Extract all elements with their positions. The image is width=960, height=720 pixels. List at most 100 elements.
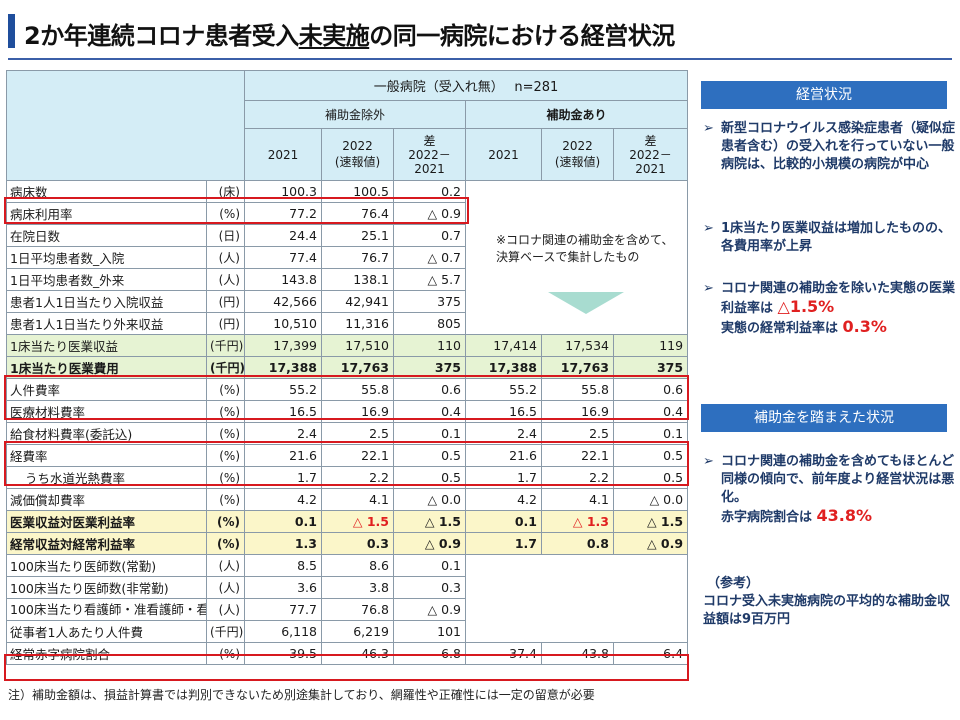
cell-value-incl: 1.7 <box>465 532 542 555</box>
cell-value: 1.3 <box>244 532 322 555</box>
cell-value: 42,566 <box>244 290 322 313</box>
row-label: 患者1人1日当たり入院収益 <box>6 290 207 313</box>
row-label: 100床当たり医師数(常勤) <box>6 554 207 577</box>
col-header-2022: 2022 (速報値) <box>321 128 394 181</box>
cell-value: 3.8 <box>321 576 394 599</box>
cell-value: 55.8 <box>321 378 394 401</box>
row-label: 経常収益対経常利益率 <box>6 532 207 555</box>
cell-value: 11,316 <box>321 312 394 335</box>
reference-body: コロナ受入未実施病院の平均的な補助金収益額は9百万円 <box>703 594 951 627</box>
row-label: 100床当たり医師数(非常勤) <box>6 576 207 599</box>
cell-value: 76.8 <box>321 598 394 621</box>
row-unit: (%) <box>206 510 245 533</box>
cell-value: 42,941 <box>321 290 394 313</box>
cell-value-incl: 2.5 <box>541 422 614 445</box>
table-row: 100床当たり看護師・准看護師・看護補助者(人)77.776.8△ 0.9 <box>6 598 688 621</box>
cell-value: 17,763 <box>321 356 394 379</box>
cell-value: △ 1.5 <box>321 510 394 533</box>
cell-value: 100.5 <box>321 180 394 203</box>
cell-value-incl: 17,534 <box>541 334 614 357</box>
cell-value: 0.1 <box>393 422 466 445</box>
row-label: 患者1人1日当たり外来収益 <box>6 312 207 335</box>
cell-value: 16.5 <box>244 400 322 423</box>
col-header-2021: 2021 <box>244 128 322 181</box>
cell-value-incl: 375 <box>612 356 689 379</box>
arrow-bullet-icon: ➢ <box>703 121 714 136</box>
row-unit: (%) <box>206 202 245 225</box>
cell-value-incl: 2.4 <box>465 422 542 445</box>
cell-value-incl: 1.7 <box>465 466 542 489</box>
arrow-bullet-icon: ➢ <box>703 454 714 469</box>
row-unit: (%) <box>206 532 245 555</box>
row-label: 医業収益対医業利益率 <box>6 510 207 533</box>
cell-value: 17,388 <box>244 356 322 379</box>
sub-header-included: 補助金あり <box>464 100 689 129</box>
cell-value: 3.6 <box>244 576 322 599</box>
row-label: 従事者1人あたり人件費 <box>6 620 207 643</box>
table-row: 医業収益対医業利益率 (%) 0.1 △ 1.5 △ 1.5 0.1 △ 1.3 △ 1.5 <box>6 510 689 533</box>
cell-value-incl: 0.6 <box>612 378 689 401</box>
row-label: 1床当たり医業収益 <box>6 334 207 357</box>
cell-value: △ 1.5 <box>393 510 466 533</box>
row-unit: (%) <box>206 444 245 467</box>
cell-value-incl: 55.8 <box>541 378 614 401</box>
row-label: 1床当たり医業費用 <box>6 356 207 379</box>
cell-value: 8.6 <box>321 554 394 577</box>
row-unit: (%) <box>206 422 245 445</box>
cell-value-incl: 0.5 <box>612 466 689 489</box>
table-row: 1日平均患者数_外来 (人) 143.8 138.1 △ 5.7 <box>6 268 688 291</box>
cell-value: 375 <box>393 290 466 313</box>
cell-value: 101 <box>393 620 466 643</box>
arrow-bullet-icon: ➢ <box>703 221 714 236</box>
cell-value: 77.7 <box>244 598 322 621</box>
cell-value: 1.7 <box>244 466 322 489</box>
row-unit: (千円) <box>206 356 245 379</box>
cell-value-incl: 17,763 <box>541 356 614 379</box>
panel-head-management: 経営状況 <box>701 81 947 109</box>
cell-value-incl: 22.1 <box>541 444 614 467</box>
cell-value-incl: 119 <box>612 334 689 357</box>
row-label: 医療材料費率 <box>6 400 207 423</box>
cell-value: 4.1 <box>321 488 394 511</box>
row-label: 病床数 <box>6 180 207 203</box>
table-row: 経費率 (%) 21.6 22.1 0.5 21.6 22.1 0.5 <box>6 444 689 467</box>
title-accent-stripe <box>8 14 15 48</box>
panel-head-subsidy: 補助金を踏まえた状況 <box>701 404 947 432</box>
cell-value: 55.2 <box>244 378 322 401</box>
row-unit: (人) <box>206 554 245 577</box>
cell-value: 6,118 <box>244 620 322 643</box>
cell-value: 100.3 <box>244 180 322 203</box>
row-unit: (円) <box>206 312 245 335</box>
cell-value: 76.4 <box>321 202 394 225</box>
row-unit: (円) <box>206 290 245 313</box>
cell-value-incl: 4.2 <box>465 488 542 511</box>
row-unit: (%) <box>206 378 245 401</box>
cell-value: 24.4 <box>244 224 322 247</box>
table-row: 1日平均患者数_入院 (人) 77.4 76.7 △ 0.7 <box>6 246 688 269</box>
cell-value-incl: 43.8 <box>541 642 614 665</box>
cell-value: △ 5.7 <box>393 268 466 291</box>
group-header: 一般病院（受入れ無） n=281 <box>243 70 689 101</box>
sub-header-excluded: 補助金除外 <box>244 100 466 129</box>
cell-value: 0.1 <box>244 510 322 533</box>
table-row: 病床利用率 (%) 77.2 76.4 △ 0.9 <box>6 202 688 225</box>
row-unit: (人) <box>206 268 245 291</box>
cell-value: 143.8 <box>244 268 322 291</box>
table-row: 人件費率 (%) 55.2 55.8 0.6 55.2 55.8 0.6 <box>6 378 689 401</box>
cell-value: 39.5 <box>244 642 322 665</box>
cell-value: 0.1 <box>393 554 466 577</box>
table-row: 病床数 (床) 100.3 100.5 0.2 <box>6 180 689 335</box>
cell-value-incl: 6.4 <box>612 642 689 665</box>
reference-note: （参考） コロナ受入未実施病院の平均的な補助金収益額は9百万円 <box>703 575 955 629</box>
cell-value: 77.2 <box>244 202 322 225</box>
cell-value-incl: 0.4 <box>612 400 689 423</box>
row-unit: (日) <box>206 224 245 247</box>
title-post: の同一病院における経営状況 <box>369 22 675 50</box>
cell-value: 2.4 <box>244 422 322 445</box>
cell-value-incl: △ 0.0 <box>612 488 689 511</box>
row-unit: (%) <box>206 488 245 511</box>
row-unit: (床) <box>206 180 245 203</box>
cell-value-incl: 21.6 <box>465 444 542 467</box>
bullet-profit-rates: ➢ コロナ関連の補助金を除いた実態の医業利益率は △1.5% 実態の経常利益率は… <box>703 281 956 336</box>
cell-value: 6,219 <box>321 620 394 643</box>
